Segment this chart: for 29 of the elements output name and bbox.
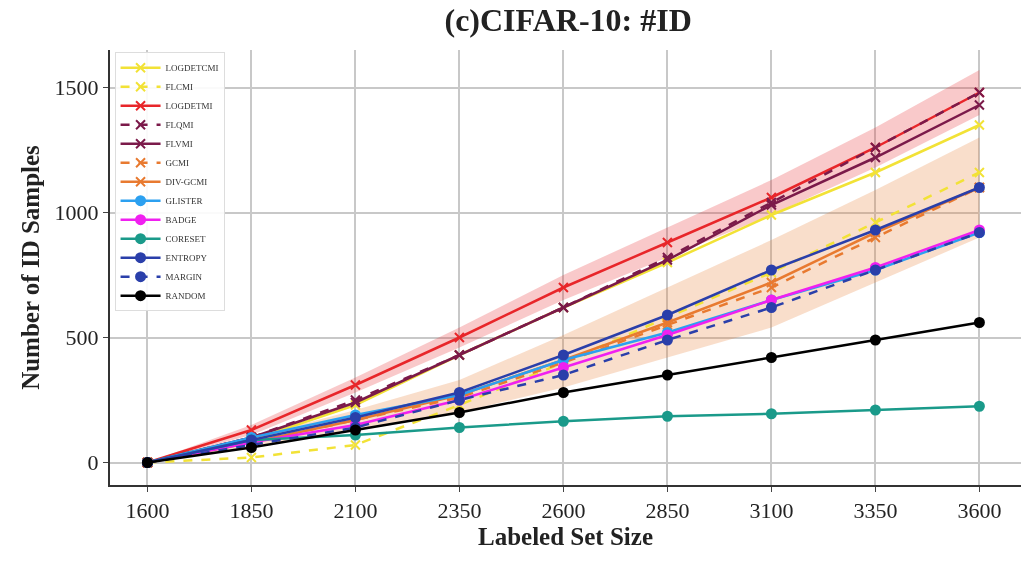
legend-label: LOGDETMI — [165, 101, 213, 112]
legend-label: MARGIN — [165, 272, 203, 283]
y-tick-label: 500 — [65, 325, 99, 351]
x-tick-label: 3100 — [749, 498, 794, 524]
x-tick-label: 3600 — [957, 498, 1002, 524]
legend-label: CORESET — [165, 234, 207, 245]
legend-label: FLVMI — [165, 139, 193, 150]
legend-label: FLCMI — [165, 82, 194, 93]
legend-label: ENTROPY — [165, 253, 208, 264]
legend-label: FLQMI — [165, 120, 194, 131]
x-tick-label: 1850 — [229, 498, 274, 524]
x-tick-label: 2350 — [437, 498, 482, 524]
x-tick-label: 2850 — [645, 498, 690, 524]
x-tick-label: 3350 — [853, 498, 898, 524]
legend-label: GCMI — [165, 158, 190, 169]
y-tick-label: 1500 — [54, 75, 99, 101]
chart-title: (c)CIFAR-10: #ID — [444, 1, 692, 38]
x-axis-title: Labeled Set Size — [478, 523, 653, 551]
legend-label: GLISTER — [165, 196, 203, 207]
y-tick-label: 1000 — [54, 200, 99, 226]
legend-label: DIV-GCMI — [165, 177, 208, 188]
x-tick-label: 2600 — [541, 498, 586, 524]
x-tick-label: 1600 — [125, 498, 170, 524]
y-tick-label: 0 — [87, 450, 99, 476]
legend-label: RANDOM — [165, 291, 206, 302]
x-tick-label: 2100 — [333, 498, 378, 524]
legend-label: BADGE — [165, 215, 198, 226]
legend-label: LOGDETCMI — [165, 63, 219, 74]
y-axis-title: Number of ID Samples — [16, 144, 44, 390]
